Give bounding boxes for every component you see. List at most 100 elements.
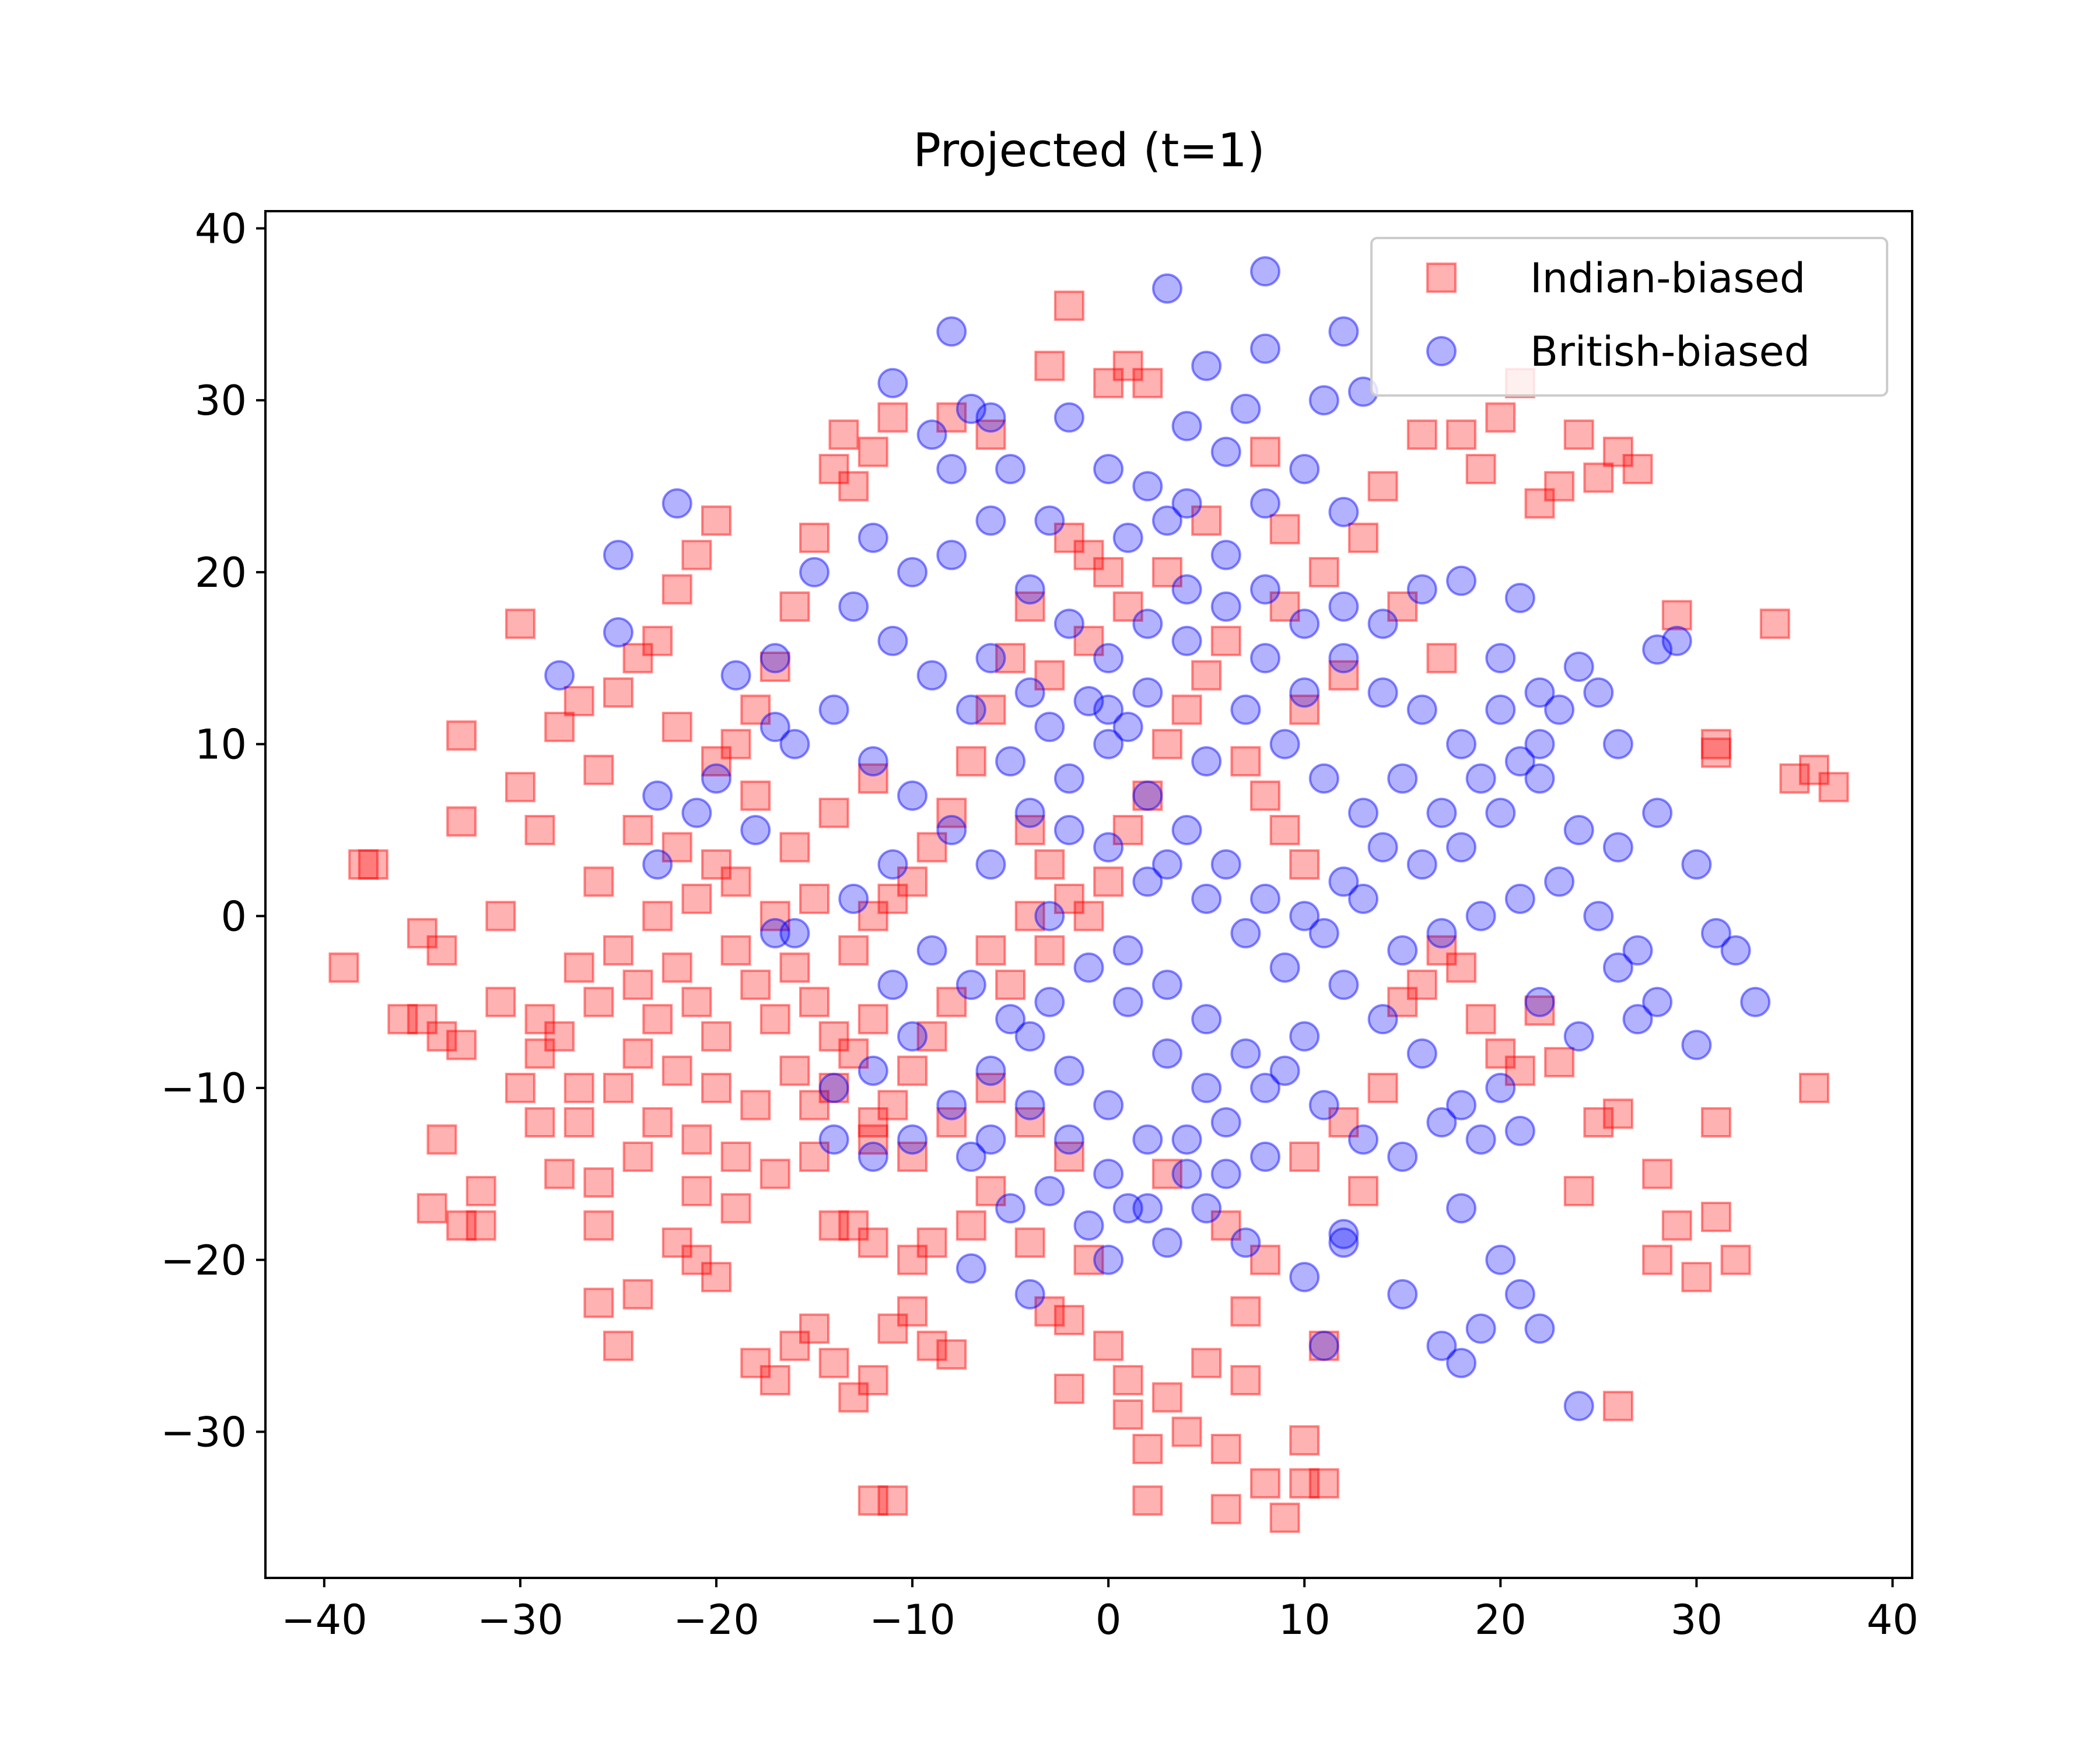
indian-biased-point [828,419,859,450]
indian-biased-point [740,694,771,725]
british-biased-point [956,393,986,424]
british-biased-point [1171,814,1202,845]
british-biased-point [1152,970,1182,1000]
british-biased-point [877,970,908,1000]
british-biased-point [1622,935,1653,966]
indian-biased-point [916,1227,947,1258]
british-biased-point [1485,643,1516,674]
british-biased-point [603,540,634,570]
indian-biased-point [1759,608,1790,639]
british-biased-point [897,780,928,811]
indian-biased-point [1563,419,1594,450]
indian-biased-point [1152,1382,1182,1413]
indian-biased-point [1112,814,1143,845]
indian-biased-point [779,1055,810,1086]
british-biased-point [1250,256,1280,287]
british-biased-point [1171,1158,1202,1189]
indian-biased-point [583,986,614,1017]
british-biased-point [956,694,986,725]
british-biased-point [1289,454,1320,485]
indian-biased-point [818,454,849,485]
british-biased-point [1191,1193,1222,1224]
indian-biased-point [505,772,536,803]
indian-biased-point [936,1107,967,1138]
british-biased-point [897,1124,928,1155]
indian-biased-point [779,832,810,863]
indian-biased-point [760,1158,790,1189]
british-biased-point [956,1141,986,1172]
indian-biased-point [1681,1262,1712,1293]
indian-biased-point [1191,660,1222,691]
indian-biased-point [603,1073,634,1104]
british-biased-point [1544,694,1575,725]
indian-biased-point [1700,1107,1731,1138]
y-tick-label: 20 [195,549,247,597]
indian-biased-point [1093,1331,1124,1362]
british-biased-point [1152,1227,1182,1258]
indian-biased-point [1289,1141,1320,1172]
indian-biased-point [1014,591,1045,622]
indian-biased-point [1700,737,1731,768]
indian-biased-point [877,883,908,914]
indian-biased-point [1210,1494,1241,1525]
indian-biased-point [1465,1004,1496,1035]
legend: Indian-biased British-biased [1370,237,1888,397]
legend-marker [1426,262,1457,293]
indian-biased-point [446,1030,477,1060]
indian-biased-point [818,1021,849,1052]
british-biased-point [1720,935,1751,966]
british-biased-point [1681,1030,1712,1060]
indian-biased-point [485,901,516,932]
british-biased-point [936,540,967,570]
indian-biased-point [544,1158,575,1189]
british-biased-point [1622,1004,1653,1035]
indian-biased-point [1112,1365,1143,1396]
indian-biased-point [1406,970,1437,1000]
indian-biased-point [995,970,1026,1000]
british-biased-point [1700,918,1731,949]
indian-biased-point [1446,952,1477,983]
indian-biased-point [1210,1433,1241,1464]
british-biased-point [1073,1210,1104,1241]
british-biased-point [1250,333,1280,364]
indian-biased-point [1054,883,1084,914]
british-biased-point [1191,1004,1222,1035]
british-biased-point [1210,436,1241,467]
indian-biased-point [1132,1433,1163,1464]
indian-biased-point [956,746,986,777]
indian-biased-point [740,970,771,1000]
indian-biased-point [975,419,1006,450]
british-biased-point [1093,729,1124,760]
indian-biased-point [446,1210,477,1241]
x-tick-label: 0 [1096,1596,1122,1644]
british-biased-point [1446,565,1477,596]
indian-biased-point [1289,1468,1320,1499]
british-biased-point [1093,454,1124,485]
british-biased-point [1073,685,1104,716]
indian-biased-point [1210,1210,1241,1241]
indian-biased-point [505,608,536,639]
indian-biased-point [760,1365,790,1396]
british-biased-point [1014,677,1045,708]
british-biased-point [897,556,928,587]
indian-biased-point [564,1107,594,1138]
indian-biased-point [1034,849,1065,880]
british-biased-point [1446,1348,1477,1378]
british-biased-point [838,591,869,622]
indian-biased-point [897,1055,928,1086]
british-biased-point [1446,1193,1477,1224]
british-biased-point [858,1055,888,1086]
british-biased-point [975,402,1006,433]
legend-label: Indian-biased [1530,254,1805,302]
british-biased-point [1308,1090,1339,1121]
british-biased-point [1014,1279,1045,1310]
british-biased-point [1034,986,1065,1017]
indian-biased-point [838,1038,869,1069]
british-biased-point [1191,883,1222,914]
indian-biased-point [1563,1175,1594,1206]
british-biased-point [916,419,947,450]
british-biased-point [1446,729,1477,760]
british-biased-point [1544,866,1575,897]
indian-biased-point [877,1313,908,1344]
